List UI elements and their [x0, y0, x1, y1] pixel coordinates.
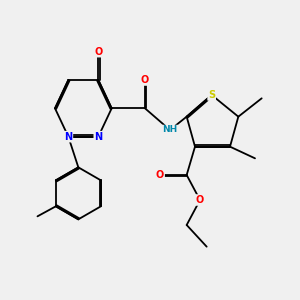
Text: NH: NH	[162, 125, 178, 134]
Text: N: N	[94, 132, 102, 142]
Text: O: O	[141, 75, 149, 85]
Text: O: O	[196, 195, 204, 205]
Text: O: O	[156, 170, 164, 180]
Text: O: O	[94, 47, 103, 57]
Text: N: N	[64, 132, 72, 142]
Text: S: S	[208, 90, 215, 100]
